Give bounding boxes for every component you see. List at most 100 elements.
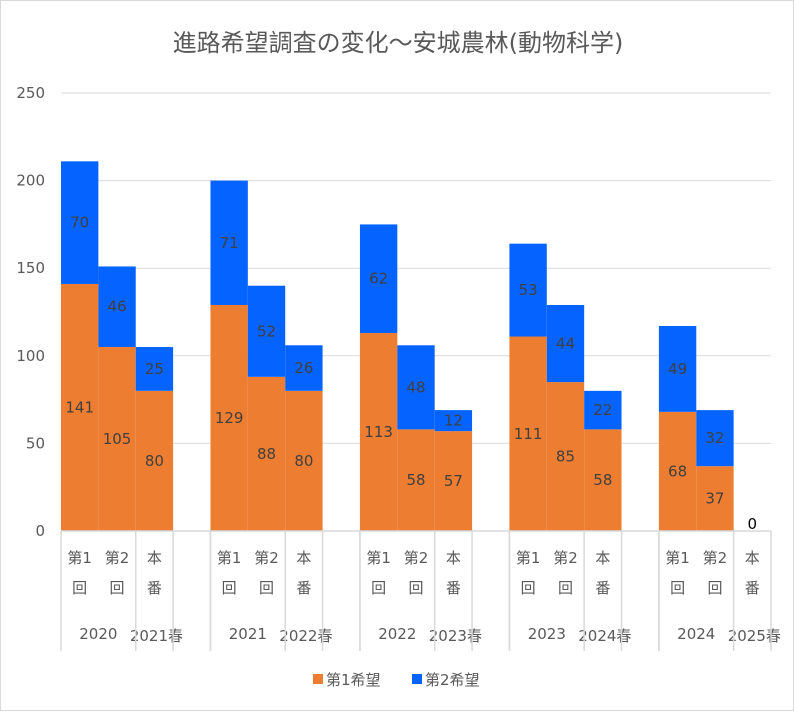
y-tick-label: 50 [26, 434, 45, 452]
data-label: 49 [668, 360, 687, 378]
bar-second-choice [359, 224, 398, 334]
data-label: 26 [294, 359, 313, 377]
data-label: 58 [406, 471, 425, 489]
bar-second-choice [285, 345, 323, 391]
x-final-label: 2023春 [429, 627, 482, 645]
bar-first-choice [584, 429, 622, 531]
data-label: 58 [593, 471, 612, 489]
bar-second-choice [135, 347, 174, 391]
x-category-label: 本 [147, 549, 162, 567]
data-label: 105 [103, 430, 132, 448]
x-category-label: 本 [296, 549, 311, 567]
y-tick-label: 250 [16, 84, 45, 102]
data-label-zero: 0 [748, 515, 758, 533]
bar-first-choice [247, 376, 286, 531]
legend-swatch [313, 674, 323, 684]
x-category-label: 本 [745, 549, 760, 567]
x-category-label: 回 [110, 579, 125, 597]
bar-second-choice [247, 285, 286, 377]
x-category-label: 回 [558, 579, 573, 597]
data-label: 141 [65, 398, 94, 416]
x-category-label: 本 [446, 549, 461, 567]
x-final-label: 2021春 [130, 627, 183, 645]
x-category-label: 回 [408, 579, 423, 597]
data-label: 68 [668, 462, 687, 480]
x-category-label: 第2 [703, 549, 728, 567]
x-year-label: 2023 [528, 625, 566, 643]
bar-first-choice [397, 429, 435, 531]
data-label: 12 [444, 412, 463, 430]
bar-first-choice [210, 304, 248, 531]
bar-second-choice [509, 243, 547, 337]
data-label: 113 [364, 423, 393, 441]
data-label: 85 [556, 448, 575, 466]
data-label: 57 [444, 472, 463, 490]
bar-second-choice [696, 410, 734, 467]
data-label: 80 [145, 452, 164, 470]
bar-first-choice [285, 390, 323, 531]
x-category-label: 回 [222, 579, 237, 597]
legend-label: 第1希望 [326, 671, 381, 689]
x-category-label: 回 [72, 579, 87, 597]
x-category-label: 第1 [665, 549, 690, 567]
x-year-label: 2024 [677, 625, 715, 643]
x-category-label: 本 [595, 549, 610, 567]
bar-second-choice [61, 161, 99, 284]
bar-first-choice [359, 333, 398, 531]
bar-second-choice [397, 345, 435, 430]
x-category-label: 第1 [516, 549, 541, 567]
bar-second-choice [546, 304, 585, 383]
bar-first-choice [696, 466, 734, 531]
x-category-label: 第1 [217, 549, 242, 567]
bar-first-choice [61, 283, 99, 531]
bar-first-choice [509, 336, 547, 531]
data-label: 44 [556, 335, 575, 353]
data-label: 80 [294, 452, 313, 470]
bar-second-choice [434, 410, 473, 432]
x-final-label: 2024春 [578, 627, 631, 645]
bar-second-choice [210, 180, 248, 305]
x-category-label: 番 [147, 579, 162, 597]
chart-title: 進路希望調査の変化～安城農林(動物科学) [173, 29, 624, 57]
bar-first-choice [434, 431, 473, 531]
x-category-label: 番 [296, 579, 311, 597]
x-category-label: 番 [446, 579, 461, 597]
x-category-label: 第2 [404, 549, 429, 567]
bar-second-choice [584, 390, 622, 430]
x-year-label: 2022 [378, 625, 416, 643]
bar-first-choice [98, 347, 136, 531]
data-label: 62 [369, 270, 388, 288]
data-label: 129 [215, 409, 244, 427]
y-tick-label: 100 [16, 347, 45, 365]
x-category-label: 回 [521, 579, 536, 597]
x-category-label: 番 [595, 579, 610, 597]
bar-second-choice [98, 266, 136, 348]
x-category-label: 回 [707, 579, 722, 597]
x-category-label: 第1 [366, 549, 391, 567]
x-category-label: 第1 [67, 549, 92, 567]
x-final-label: 2025春 [728, 627, 781, 645]
legend-swatch [412, 674, 422, 684]
data-label: 25 [145, 360, 164, 378]
data-label: 46 [108, 298, 127, 316]
bar-first-choice [135, 390, 174, 531]
data-label: 71 [220, 234, 239, 252]
bar-second-choice [658, 326, 697, 412]
x-year-label: 2021 [229, 625, 267, 643]
data-label: 111 [514, 425, 543, 443]
data-label: 88 [257, 445, 276, 463]
data-label: 70 [70, 214, 89, 232]
y-tick-label: 200 [16, 172, 45, 190]
x-category-label: 回 [371, 579, 386, 597]
data-label: 48 [406, 378, 425, 396]
data-label: 37 [705, 490, 724, 508]
x-year-label: 2020 [79, 625, 117, 643]
data-label: 22 [593, 401, 612, 419]
data-label: 52 [257, 322, 276, 340]
x-final-label: 2022春 [279, 627, 332, 645]
x-category-label: 番 [745, 579, 760, 597]
y-tick-label: 150 [16, 259, 45, 277]
data-label: 53 [519, 281, 538, 299]
